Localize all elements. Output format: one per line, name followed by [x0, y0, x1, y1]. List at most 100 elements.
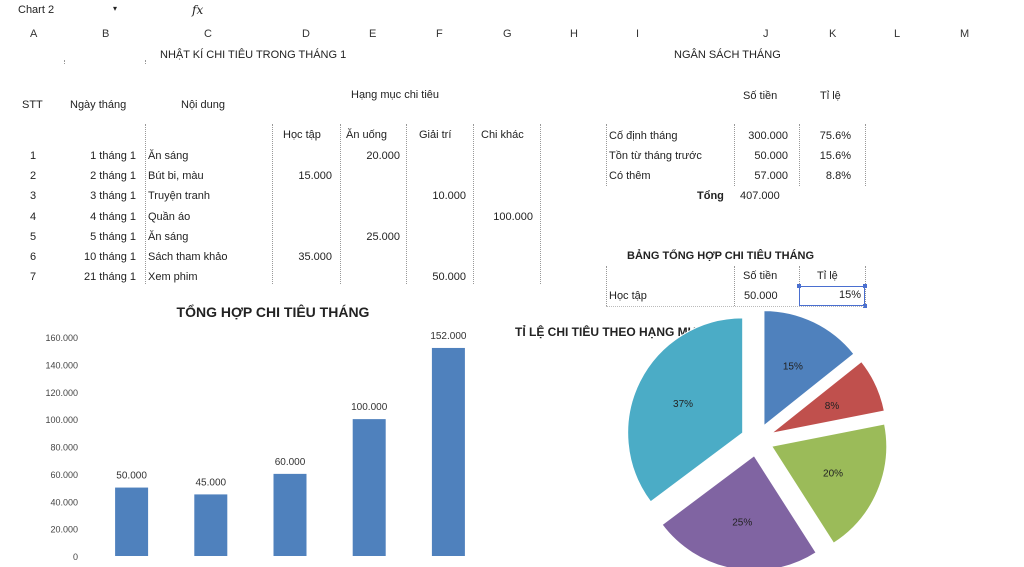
row-content: Truyện tranh — [148, 190, 210, 203]
row-content: Bút bi, màu — [148, 170, 204, 183]
selected-cell[interactable]: 15% — [797, 284, 867, 308]
row-stt: 1 — [30, 150, 37, 162]
budget-header-amount: Số tiền — [743, 90, 778, 102]
budget-header-ratio: Tỉ lệ — [820, 90, 841, 102]
row-date: 3 tháng 1 — [90, 190, 136, 203]
row-an-uong: 20.000 — [366, 150, 400, 162]
pie-slice[interactable] — [763, 310, 855, 427]
grid-divider — [734, 124, 735, 186]
column-header-e[interactable]: E — [369, 28, 377, 40]
column-header-c[interactable]: C — [204, 28, 212, 40]
budget-row-ratio: 75.6% — [819, 130, 851, 142]
y-tick-label: 60.000 — [50, 470, 78, 480]
summary-header-amount: Số tiền — [743, 270, 778, 282]
category-header: Chi khác — [481, 129, 524, 141]
bar[interactable] — [115, 487, 149, 556]
row-content: Xem phim — [148, 271, 198, 284]
y-tick-label: 140.000 — [45, 360, 78, 370]
y-tick-label: 100.000 — [45, 415, 78, 425]
pie-slice-label: 37% — [673, 399, 693, 410]
bar[interactable] — [352, 419, 386, 556]
grid-divider — [734, 266, 735, 306]
pie-slice[interactable] — [770, 423, 888, 544]
y-tick-label: 20.000 — [50, 525, 78, 535]
bar[interactable] — [194, 494, 228, 556]
summary-row-amount: 50.000 — [744, 290, 778, 302]
bar[interactable] — [431, 347, 465, 556]
row-stt: 5 — [30, 230, 37, 243]
row-date: 21 tháng 1 — [84, 271, 136, 284]
column-header-a[interactable]: A — [30, 28, 38, 40]
y-tick-label: 40.000 — [50, 497, 78, 507]
column-header-h[interactable]: H — [570, 28, 578, 40]
row-content: Ăn sáng — [148, 230, 189, 243]
row-giai-tri: 10.000 — [432, 190, 466, 203]
grid-divider — [606, 266, 607, 306]
bar-chart-title: TỔNG HỢP CHI TIÊU THÁNG — [177, 303, 370, 320]
pie-slice-label: 8% — [825, 401, 840, 412]
budget-total-amount: 407.000 — [740, 190, 780, 202]
column-header-f[interactable]: F — [436, 28, 443, 40]
column-header-g[interactable]: G — [503, 28, 512, 40]
row-date: 4 tháng 1 — [90, 210, 136, 223]
budget-total-label: Tổng — [697, 190, 724, 202]
budget-row-label: Có thêm — [609, 170, 651, 182]
grid-divider — [865, 124, 866, 186]
row-content: Quần áo — [148, 210, 191, 223]
column-header-d[interactable]: D — [302, 28, 310, 40]
grid-divider — [540, 124, 541, 284]
column-header-k[interactable]: K — [829, 28, 837, 40]
pie-slice-label: 20% — [823, 469, 843, 480]
budget-row-amount: 50.000 — [754, 150, 788, 162]
bar-chart[interactable]: TỔNG HỢP CHI TIÊU THÁNG 0 20.000 40.000 60.0… — [0, 296, 500, 567]
row-content: Ăn sáng — [148, 150, 189, 162]
column-header-j[interactable]: J — [763, 28, 769, 40]
column-header-l[interactable]: L — [894, 28, 901, 40]
row-date: 1 tháng 1 — [90, 150, 136, 162]
row-hoc-tap: 15.000 — [298, 170, 332, 183]
fx-icon[interactable]: fx — [192, 3, 204, 17]
budget-row-amount: 300.000 — [748, 130, 788, 142]
bar[interactable] — [273, 473, 307, 556]
row-content: Sách tham khảo — [148, 251, 228, 263]
row-chi-khac: 100.000 — [493, 210, 533, 223]
summary-title: BẢNG TỔNG HỢP CHI TIÊU THÁNG — [627, 250, 815, 262]
pie-chart-title: TỈ LỆ CHI TIÊU THEO HẠNG MỤC — [515, 324, 705, 339]
budget-row-ratio: 8.8% — [825, 170, 851, 182]
pie-slice[interactable] — [661, 455, 817, 567]
header-content: Nội dung — [181, 99, 226, 111]
name-box[interactable]: Chart 2 — [18, 4, 55, 16]
budget-row-amount: 57.000 — [754, 170, 788, 182]
column-header-i[interactable]: I — [636, 28, 640, 40]
header-category-group: Hạng mục chi tiêu — [351, 89, 440, 101]
row-stt: 4 — [30, 210, 37, 223]
selection-handle[interactable] — [863, 304, 867, 308]
diary-title: NHẬT KÍ CHI TIÊU TRONG THÁNG 1 — [160, 49, 347, 61]
grid-divider — [799, 124, 800, 186]
header-date: Ngày tháng — [70, 99, 127, 111]
column-header-b[interactable]: B — [102, 28, 110, 40]
pie-slice[interactable] — [627, 317, 744, 503]
row-hoc-tap: 35.000 — [298, 251, 332, 263]
summary-row-label: Học tập — [609, 290, 647, 302]
grid-divider — [145, 124, 146, 284]
row-stt: 3 — [30, 190, 37, 203]
category-header: Giải trí — [419, 129, 452, 141]
bar-value-label: 50.000 — [116, 471, 147, 482]
pie-slice[interactable] — [771, 360, 885, 434]
budget-row-label: Tồn từ tháng trước — [609, 150, 702, 162]
column-header-m[interactable]: M — [960, 28, 970, 40]
selection-handle[interactable] — [797, 284, 801, 288]
grid-divider — [473, 124, 474, 284]
row-stt: 2 — [30, 170, 37, 183]
pie-chart[interactable]: TỈ LỆ CHI TIÊU THEO HẠNG MỤC 15% 8% 20% 25% 3… — [505, 310, 975, 567]
name-box-dropdown-icon[interactable]: ▾ — [113, 4, 118, 13]
y-tick-label: 0 — [73, 552, 78, 562]
category-header: Học tập — [283, 129, 321, 141]
pie-slice-label: 15% — [783, 361, 803, 372]
y-tick-label: 120.000 — [45, 388, 78, 398]
bar-value-label: 60.000 — [275, 457, 306, 468]
selection-handle[interactable] — [863, 284, 867, 288]
bar-value-label: 152.000 — [430, 331, 467, 342]
y-tick-label: 160.000 — [45, 333, 78, 343]
